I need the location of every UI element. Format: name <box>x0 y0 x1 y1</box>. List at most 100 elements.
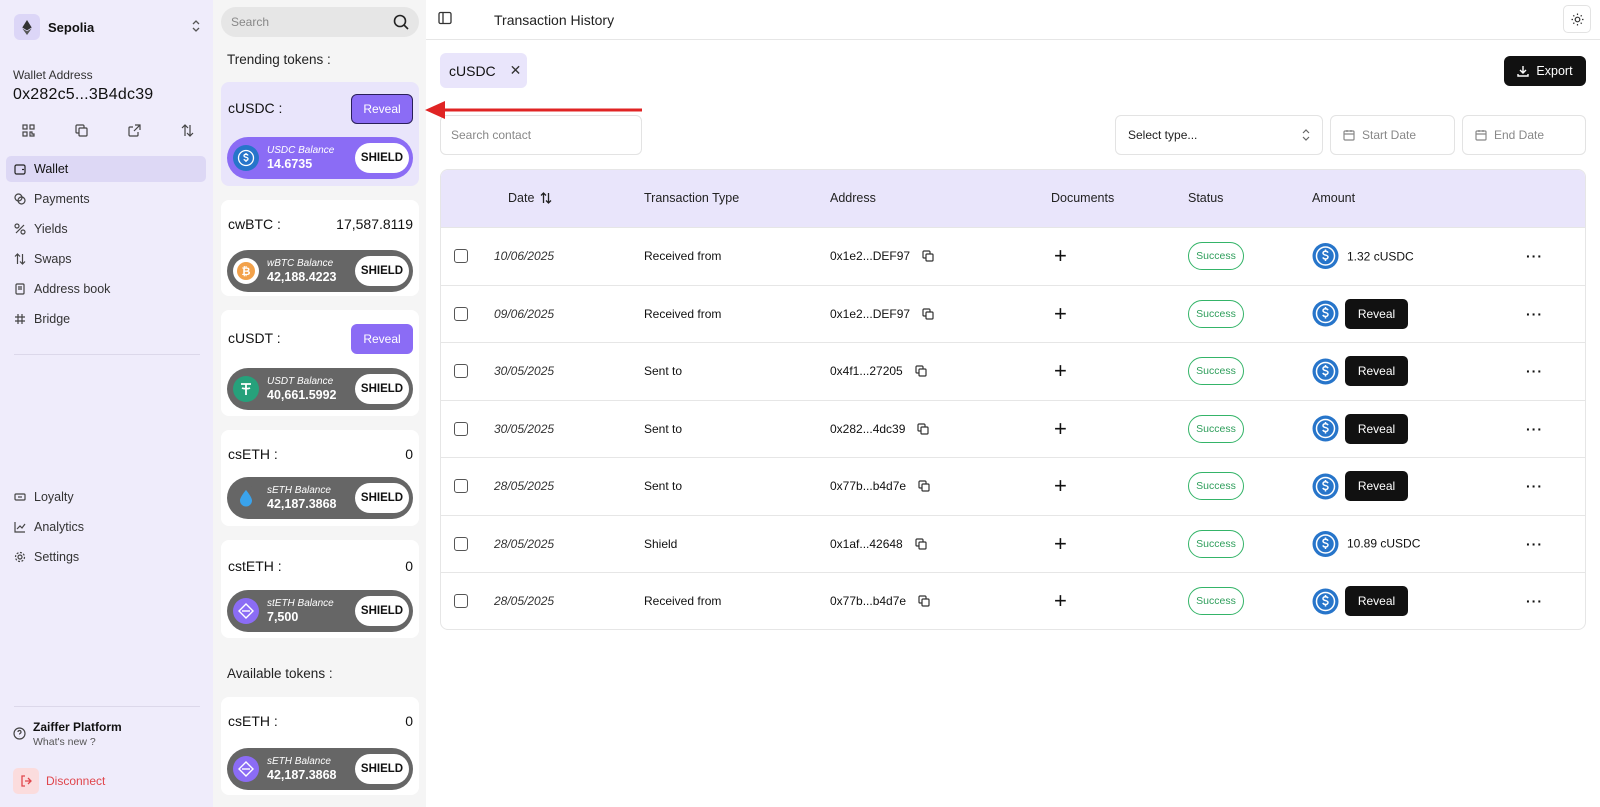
shield-button[interactable]: SHIELD <box>355 754 409 784</box>
nav-label: Payments <box>34 192 90 206</box>
transaction-type-select[interactable]: Select type... <box>1115 115 1323 155</box>
row-address: 0x77b...b4d7e <box>830 479 930 493</box>
network-name: Sepolia <box>48 19 95 35</box>
water-drop-icon <box>233 485 259 511</box>
more-options-icon[interactable]: ··· <box>1526 248 1543 264</box>
add-document-icon[interactable]: + <box>1054 415 1067 441</box>
platform-link[interactable]: Zaiffer Platform What's new ? <box>13 720 122 748</box>
row-checkbox[interactable] <box>454 594 468 608</box>
more-options-icon[interactable]: ··· <box>1526 535 1543 552</box>
shield-button[interactable]: SHIELD <box>355 143 409 173</box>
token-search-input[interactable] <box>231 15 393 29</box>
column-header-date[interactable]: Date <box>508 191 552 205</box>
search-icon[interactable] <box>393 14 409 30</box>
wallet-address: 0x282c5...3B4dc39 <box>13 86 154 103</box>
nav-item-payments[interactable]: Payments <box>6 186 206 212</box>
copy-icon[interactable] <box>71 120 91 140</box>
disconnect-button[interactable]: Disconnect <box>13 768 105 794</box>
copy-icon[interactable] <box>915 365 927 377</box>
download-icon <box>1517 66 1530 77</box>
shield-button[interactable]: SHIELD <box>355 374 409 404</box>
row-amount: Reveal <box>1312 413 1408 444</box>
add-document-icon[interactable]: + <box>1054 588 1067 613</box>
table-row: 28/05/2025 Received from 0x77b...b4d7e + Suc… <box>441 572 1585 629</box>
token-card-cseth: csETH : 0 sETH Balance 42,187.3868 SHIEL… <box>221 430 419 526</box>
status-badge: Success <box>1188 414 1244 443</box>
nav-divider <box>14 354 200 355</box>
nav-item-yields[interactable]: Yields <box>6 216 206 242</box>
bitcoin-icon: ₿ <box>233 258 259 284</box>
start-date-picker[interactable]: Start Date <box>1330 115 1455 155</box>
row-transaction-type: Shield <box>644 536 678 551</box>
row-checkbox[interactable] <box>454 249 468 263</box>
reveal-button[interactable]: Reveal <box>351 324 413 354</box>
more-options-icon[interactable]: ··· <box>1526 593 1543 609</box>
nav-item-loyalty[interactable]: Loyalty <box>6 484 206 510</box>
nav-label: Wallet <box>34 162 69 176</box>
row-address: 0x1af...42648 <box>830 537 927 551</box>
ethereum-icon <box>14 14 40 40</box>
reveal-button[interactable]: Reveal <box>1345 413 1408 444</box>
sidebar-toggle-icon[interactable] <box>438 11 456 29</box>
add-document-icon[interactable]: + <box>1054 473 1067 498</box>
close-icon[interactable]: ✕ <box>509 62 522 78</box>
nav-item-settings[interactable]: Settings <box>6 544 206 570</box>
copy-icon[interactable] <box>918 595 930 607</box>
column-header-label: Date <box>508 191 535 205</box>
reveal-button[interactable]: Reveal <box>1345 471 1408 501</box>
shield-button[interactable]: SHIELD <box>355 256 409 286</box>
table-row: 09/06/2025 Received from 0x1e2...DEF97 + Suc… <box>441 284 1585 342</box>
nav-item-analytics[interactable]: Analytics <box>6 514 206 540</box>
diamond-icon <box>233 598 259 624</box>
copy-icon[interactable] <box>917 422 930 435</box>
table-row: 28/05/2025 Shield 0x1af...42648 + Success 10.… <box>441 514 1585 572</box>
row-checkbox[interactable] <box>454 536 468 551</box>
reveal-button[interactable]: Reveal <box>1345 298 1408 329</box>
search-contact-input[interactable] <box>440 115 642 155</box>
row-address-text: 0x4f1...27205 <box>830 364 903 378</box>
shield-button[interactable]: SHIELD <box>355 596 409 626</box>
usdc-icon <box>1312 530 1339 557</box>
network-selector[interactable]: Sepolia <box>14 14 200 40</box>
transfer-icon[interactable] <box>178 120 198 140</box>
copy-icon[interactable] <box>922 250 934 262</box>
shield-button[interactable]: SHIELD <box>355 483 409 513</box>
token-name: cUSDT : <box>228 330 281 346</box>
theme-toggle-button[interactable] <box>1563 5 1591 33</box>
nav-item-address-book[interactable]: Address book <box>6 276 206 302</box>
nav-item-bridge[interactable]: Bridge <box>6 306 206 332</box>
sidebar: Sepolia Wallet Address 0x282c5...3B4dc39… <box>0 0 213 807</box>
more-options-icon[interactable]: ··· <box>1526 478 1543 494</box>
add-document-icon[interactable]: + <box>1054 300 1067 326</box>
add-document-icon[interactable]: + <box>1054 358 1067 383</box>
more-options-icon[interactable]: ··· <box>1526 305 1543 322</box>
more-options-icon[interactable]: ··· <box>1526 420 1543 437</box>
add-document-icon[interactable]: + <box>1054 530 1067 556</box>
row-checkbox[interactable] <box>454 306 468 321</box>
end-date-label: End Date <box>1494 128 1545 142</box>
status-badge: Success <box>1188 299 1244 328</box>
row-checkbox[interactable] <box>454 421 468 436</box>
reveal-button[interactable]: Reveal <box>1345 356 1408 386</box>
export-button[interactable]: Export <box>1504 56 1586 86</box>
swap-icon <box>14 253 26 265</box>
more-options-icon[interactable]: ··· <box>1526 363 1543 379</box>
reveal-button[interactable]: Reveal <box>1345 586 1408 616</box>
add-document-icon[interactable]: + <box>1054 243 1067 268</box>
reveal-button[interactable]: Reveal <box>351 94 413 124</box>
balance-pill: sETH Balance 42,187.3868 SHIELD <box>227 748 413 790</box>
annotation-arrow-icon <box>425 101 642 119</box>
row-address: 0x1e2...DEF97 <box>830 307 934 321</box>
copy-icon[interactable] <box>922 307 934 320</box>
copy-icon[interactable] <box>915 537 927 550</box>
row-checkbox[interactable] <box>454 479 468 493</box>
external-link-icon[interactable] <box>125 120 145 140</box>
qr-code-icon[interactable] <box>18 120 38 140</box>
nav-item-swaps[interactable]: Swaps <box>6 246 206 272</box>
copy-icon[interactable] <box>918 480 930 492</box>
end-date-picker[interactable]: End Date <box>1462 115 1586 155</box>
nav-item-wallet[interactable]: Wallet <box>6 156 206 182</box>
row-date: 30/05/2025 <box>494 421 555 436</box>
row-checkbox[interactable] <box>454 364 468 378</box>
balance-label: USDT Balance <box>267 376 334 387</box>
